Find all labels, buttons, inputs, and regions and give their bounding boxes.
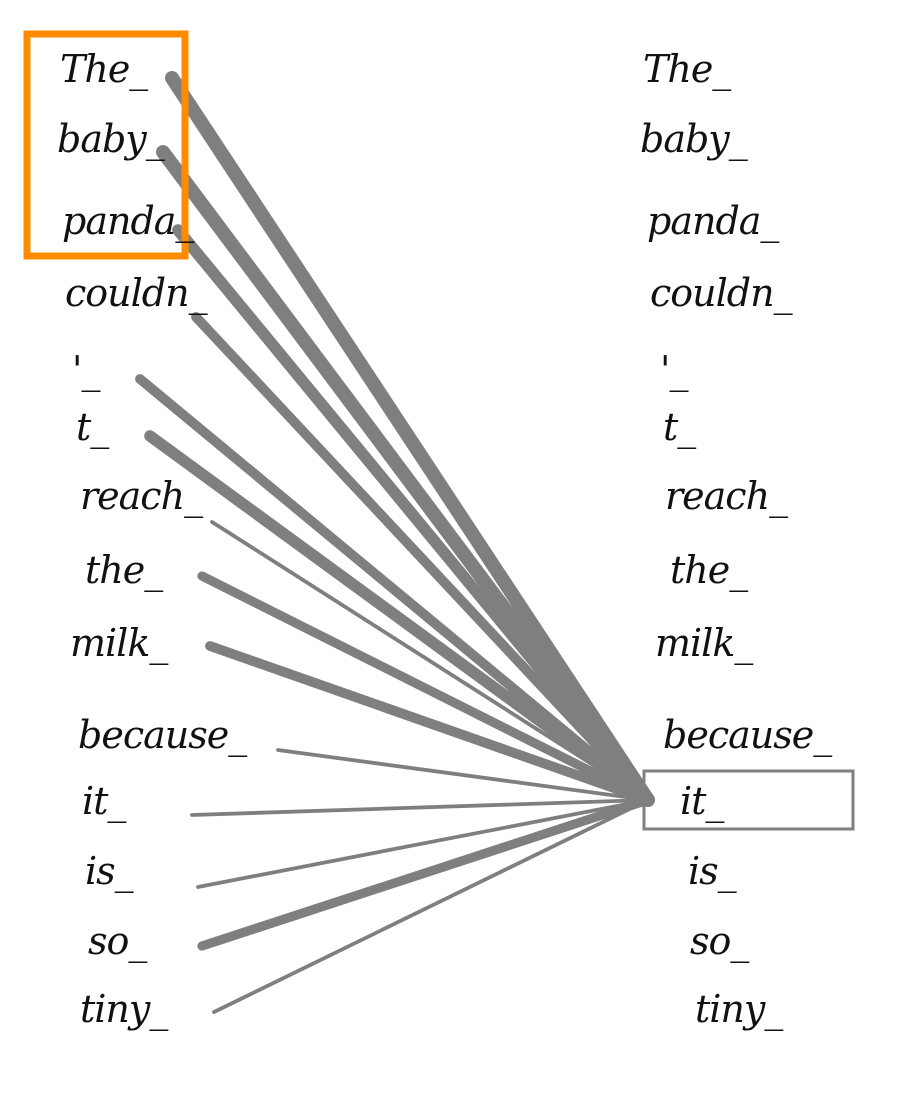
highlight-source-box [23,30,189,260]
attention-edge [197,571,653,805]
target-token: so_ [690,919,749,964]
target-token: because_ [663,713,832,758]
target-token: baby_ [640,117,748,162]
target-token-column: The_ baby_ panda_ couldn_ '_ t_ reach_ t… [640,47,833,1032]
target-token: couldn_ [650,271,793,316]
source-token: tiny_ [80,987,168,1032]
target-token: is_ [688,849,737,894]
target-token: milk_ [655,621,753,666]
source-token: is_ [85,849,134,894]
source-token: because_ [78,713,247,758]
source-token: the_ [85,548,163,593]
target-token: The_ [643,47,731,92]
attention-edge [156,145,655,807]
target-token: it_ [680,779,724,824]
attention-edge [172,224,654,806]
source-token: The_ [60,47,148,92]
target-token: panda_ [647,199,779,244]
target-token: tiny_ [695,987,783,1032]
attention-edge [212,798,650,1014]
attention-edge [196,798,650,889]
attention-edge [197,795,653,951]
target-token: '_ [660,348,688,393]
source-token: reach_ [80,474,203,519]
source-token-column: The_ baby_ panda_ couldn_ '_ t_ reach_ t… [57,47,248,1032]
source-token: t_ [76,405,109,450]
query-token-box [642,769,855,831]
attention-edge [210,520,650,802]
attention-edge [165,71,655,807]
source-token: couldn_ [65,271,208,316]
source-token: '_ [72,348,100,393]
attention-edges [135,71,655,1014]
attention-edge [191,312,653,805]
source-token: it_ [82,779,126,824]
target-token: t_ [663,405,696,450]
source-token: panda_ [62,199,194,244]
target-token: reach_ [665,474,788,519]
source-token: milk_ [70,621,168,666]
attention-edge [205,641,653,805]
attention-edge [144,430,654,806]
attention-edge [276,748,650,802]
source-token: so_ [88,919,147,964]
target-token: the_ [670,548,748,593]
attention-edge [190,798,650,817]
source-token: baby_ [57,117,165,162]
attention-edge [135,374,653,805]
